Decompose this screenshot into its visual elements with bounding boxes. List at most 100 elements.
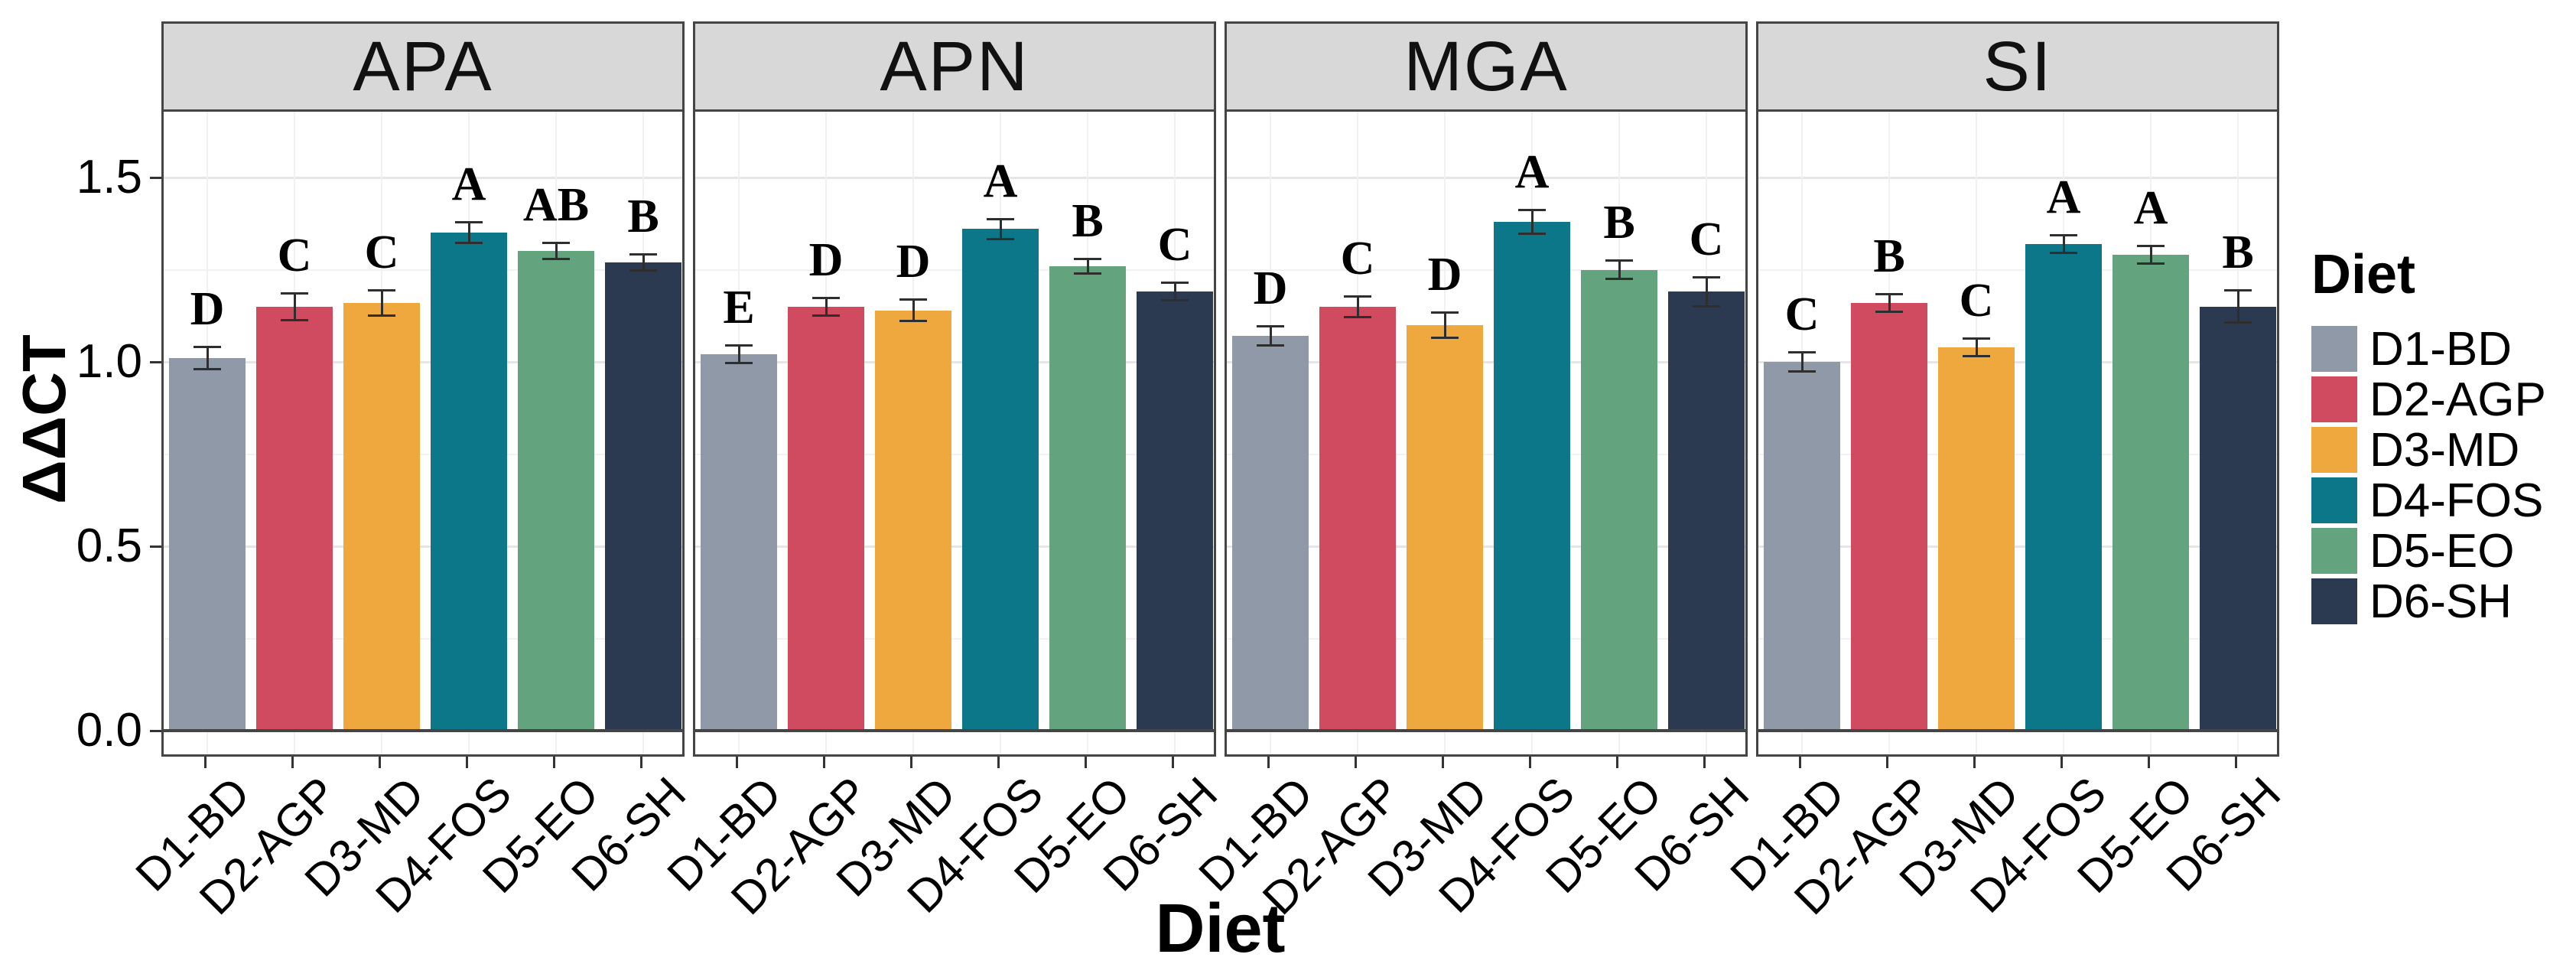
significance-letter: B — [2222, 226, 2254, 278]
error-bar-cap-bottom — [1605, 277, 1633, 280]
gridline-minor — [164, 269, 682, 271]
legend-title: Diet — [2311, 244, 2416, 305]
facet-strip-label: MGA — [1403, 27, 1569, 106]
error-bar-cap-bottom — [1875, 310, 1903, 313]
bar — [518, 251, 594, 731]
error-bar — [2062, 234, 2065, 253]
gridline-minor — [164, 453, 682, 455]
x-tick — [1441, 757, 1444, 768]
bar — [1851, 302, 1927, 731]
error-bar — [467, 222, 470, 244]
legend-item: D5-EO — [2311, 525, 2546, 578]
error-bar-cap-top — [1605, 259, 1633, 262]
error-bar-cap-bottom — [1431, 336, 1459, 339]
bar — [788, 306, 864, 731]
error-bar — [1800, 351, 1804, 372]
gridline-minor — [1227, 269, 1745, 271]
gridline-major — [1758, 177, 2277, 179]
y-tick — [150, 361, 161, 363]
error-bar-cap-bottom — [1074, 272, 1101, 275]
significance-letter: A — [2046, 171, 2081, 223]
error-bar-cap-bottom — [1788, 370, 1816, 373]
error-bar — [1269, 326, 1272, 347]
significance-letter: B — [627, 190, 659, 243]
error-bar-cap-bottom — [2050, 251, 2077, 254]
x-tick — [639, 757, 642, 768]
significance-letter: D — [896, 235, 931, 288]
error-bar-cap-bottom — [2137, 262, 2165, 265]
bar — [1319, 306, 1396, 731]
error-bar — [1356, 295, 1359, 318]
error-bar-cap-bottom — [1161, 299, 1189, 302]
bar — [1668, 291, 1745, 731]
facet-strip: SI — [1756, 21, 2279, 112]
y-tick — [150, 730, 161, 732]
error-bar-cap-bottom — [281, 318, 308, 321]
x-tick — [1615, 757, 1618, 768]
x-tick — [1798, 757, 1801, 768]
error-bar-cap-bottom — [194, 368, 221, 371]
x-tick — [2060, 757, 2063, 768]
significance-letter: C — [364, 226, 399, 278]
bar — [962, 229, 1039, 731]
error-bar-cap-bottom — [725, 362, 753, 365]
bar — [1407, 324, 1483, 731]
legend-swatch — [2311, 477, 2357, 523]
legend-swatch — [2311, 427, 2357, 473]
legend-label: D5-EO — [2369, 524, 2515, 578]
error-bar-cap-top — [542, 242, 570, 245]
legend-item: D4-FOS — [2311, 474, 2546, 527]
significance-letter: D — [1253, 262, 1288, 315]
legend-item: D6-SH — [2311, 575, 2546, 628]
bar — [701, 354, 777, 731]
significance-letter: C — [1784, 288, 1820, 340]
y-tick-label: 0.0 — [76, 704, 142, 757]
gridline-major — [1758, 545, 2277, 548]
legend-label: D4-FOS — [2369, 474, 2544, 527]
error-bar-cap-top — [1875, 292, 1903, 295]
x-tick — [1973, 757, 1976, 768]
bar — [1581, 269, 1657, 731]
gridline-minor — [1758, 453, 2277, 455]
x-tick — [997, 757, 1000, 768]
legend-label: D2-AGP — [2369, 373, 2546, 426]
error-bar — [206, 347, 209, 370]
error-bar — [1888, 293, 1891, 312]
significance-letter: A — [2133, 182, 2168, 235]
error-bar-cap-top — [2050, 233, 2077, 236]
bar — [2025, 243, 2102, 731]
significance-letter: AB — [522, 179, 590, 232]
error-bar — [2236, 290, 2239, 324]
error-bar-cap-bottom — [1518, 232, 1546, 235]
y-tick-label: 0.5 — [76, 519, 142, 572]
x-tick — [465, 757, 468, 768]
zero-line — [1758, 729, 2277, 732]
y-tick — [150, 177, 161, 179]
error-bar — [1173, 282, 1176, 301]
error-bar-cap-top — [194, 346, 221, 349]
error-bar-cap-top — [987, 217, 1014, 220]
x-tick — [1267, 757, 1270, 768]
error-bar-cap-bottom — [899, 320, 927, 323]
error-bar-cap-top — [1074, 257, 1101, 260]
bar — [431, 233, 507, 731]
significance-letter: B — [1072, 194, 1104, 247]
error-bar-cap-top — [1693, 275, 1720, 278]
error-bar — [737, 345, 740, 364]
significance-letter: A — [983, 155, 1018, 207]
error-bar — [2149, 246, 2152, 265]
gridline-major — [164, 361, 682, 363]
error-bar-cap-top — [1161, 282, 1189, 285]
error-bar — [380, 290, 383, 316]
error-bar-cap-top — [1518, 208, 1546, 211]
error-bar-cap-top — [2224, 289, 2252, 291]
significance-letter: C — [1340, 232, 1375, 285]
error-bar-cap-bottom — [542, 258, 570, 261]
error-bar-cap-top — [455, 221, 483, 224]
error-bar-cap-bottom — [2224, 321, 2252, 324]
bar — [2113, 255, 2189, 731]
error-bar-cap-bottom — [812, 314, 840, 317]
y-tick-label: 1.5 — [76, 151, 142, 204]
